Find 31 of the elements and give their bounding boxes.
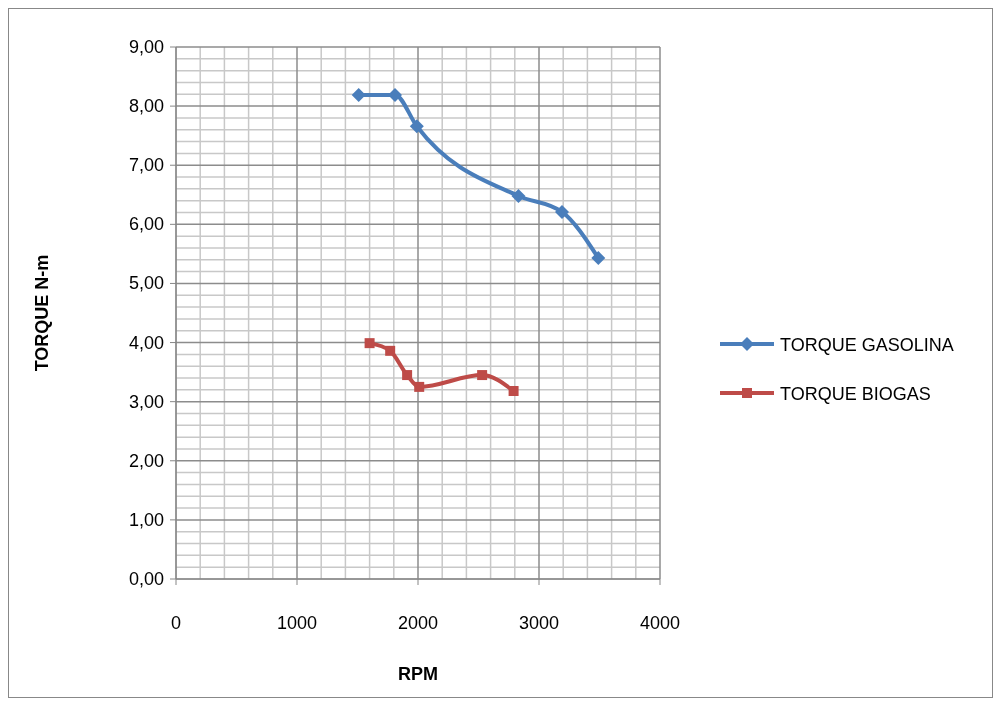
x-tick-label: 2000 xyxy=(397,613,439,633)
point xyxy=(477,370,488,381)
point xyxy=(511,188,526,203)
y-tick-label: 1,00 xyxy=(128,509,164,530)
point xyxy=(554,204,569,219)
y-tick-label: 0,00 xyxy=(128,569,164,589)
point xyxy=(591,251,606,266)
y-tick-label: 3,00 xyxy=(128,391,164,412)
point xyxy=(364,338,375,349)
y-axis-title: TORQUE N-m xyxy=(32,254,52,372)
y-tick-label: 7,00 xyxy=(128,155,164,176)
y-tick-label: 2,00 xyxy=(128,450,164,471)
legend-label: TORQUE GASOLINA xyxy=(780,335,954,355)
point xyxy=(402,370,413,381)
y-tick-label: 5,00 xyxy=(128,273,164,294)
y-tick-label: 6,00 xyxy=(128,214,164,235)
x-tick-label: 3000 xyxy=(518,613,560,633)
point xyxy=(385,345,396,356)
x-tick-label: 4000 xyxy=(639,613,681,633)
point xyxy=(508,386,519,397)
legend-label: TORQUE BIOGAS xyxy=(780,384,931,404)
x-tick-label: 0 xyxy=(170,613,182,633)
point xyxy=(414,381,425,392)
point xyxy=(409,119,424,134)
y-tick-label: 4,00 xyxy=(128,332,164,353)
x-axis-title: RPM xyxy=(398,664,438,684)
point xyxy=(351,87,366,102)
point xyxy=(388,87,403,102)
y-tick-label: 8,00 xyxy=(128,96,164,117)
y-tick-label: 9,00 xyxy=(128,37,164,57)
x-tick-label: 1000 xyxy=(276,613,318,633)
